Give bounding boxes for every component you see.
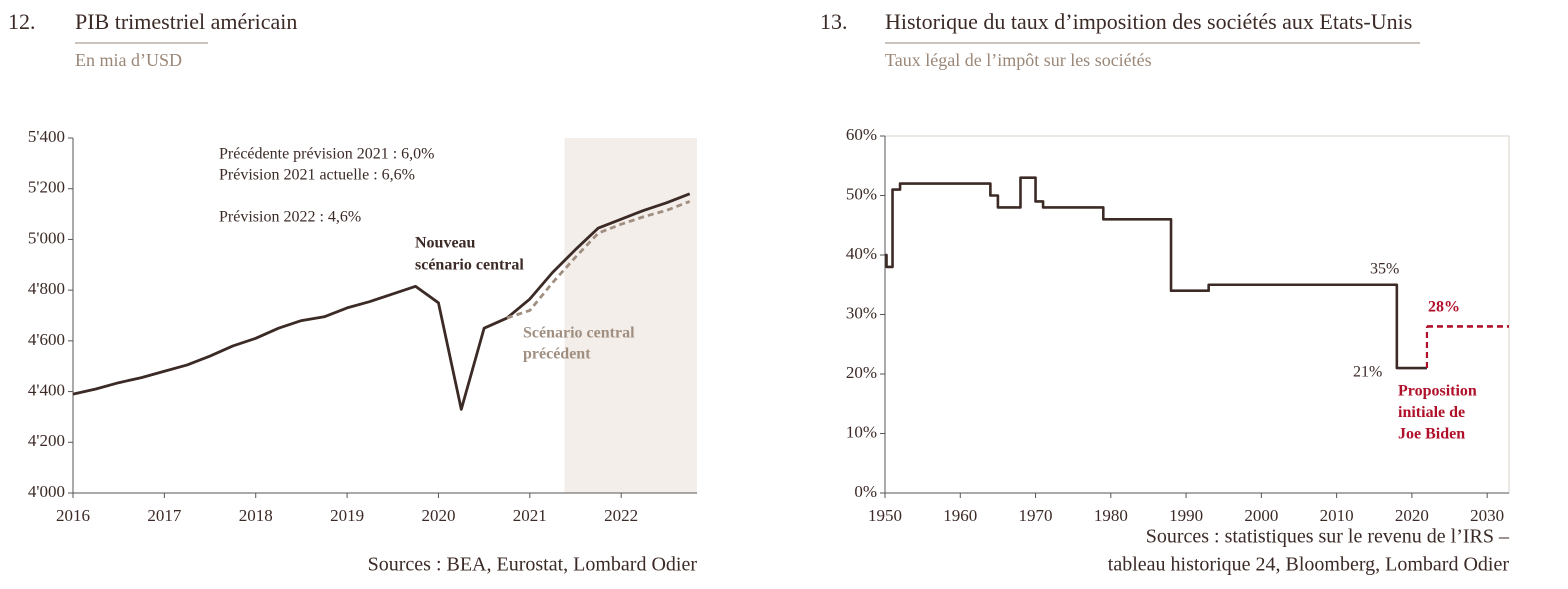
annotation: 28%	[1428, 299, 1460, 316]
annotation: initiale de	[1398, 404, 1465, 421]
y-tick-label: 4'000	[28, 482, 65, 501]
x-tick-label: 1990	[1169, 506, 1203, 525]
annotation: Précédente prévision 2021 : 6,0%	[219, 146, 435, 163]
x-tick-label: 1960	[943, 506, 977, 525]
x-tick-label: 2019	[330, 506, 364, 525]
y-tick-label: 4'200	[28, 431, 65, 450]
y-tick-label: 5'000	[28, 228, 65, 247]
chart-number: 13.	[820, 9, 848, 34]
sources: tableau historique 24, Bloomberg, Lombar…	[1108, 554, 1510, 576]
y-tick-label: 20%	[846, 363, 877, 382]
y-tick-label: 40%	[846, 244, 877, 263]
annotation: Prévision 2022 : 4,6%	[219, 209, 361, 226]
line	[72, 192, 691, 411]
x-tick-label: 1970	[1019, 506, 1053, 525]
chart-subtitle: En mia d’USD	[75, 50, 182, 70]
dashed-line	[506, 200, 691, 320]
sources: Sources : statistiques sur le revenu de …	[1146, 526, 1510, 548]
x-tick-label: 2010	[1320, 506, 1354, 525]
x-tick-label: 2020	[421, 506, 455, 525]
y-tick-label: 50%	[846, 184, 877, 203]
annotation: Scénario central	[523, 325, 635, 342]
x-tick-label: 2017	[147, 506, 182, 525]
annotation: Joe Biden	[1398, 426, 1465, 443]
y-tick-label: 10%	[846, 422, 877, 441]
x-tick-label: 2022	[604, 506, 638, 525]
x-tick-label: 1980	[1094, 506, 1128, 525]
x-tick-label: 2030	[1470, 506, 1504, 525]
annotation: 21%	[1353, 364, 1382, 381]
chart-subtitle: Taux légal de l’impôt sur les sociétés	[885, 50, 1152, 70]
y-tick-label: 4'400	[28, 380, 65, 399]
annotation: précédent	[523, 346, 591, 363]
annotation: scénario central	[415, 257, 524, 274]
y-tick-label: 4'800	[28, 279, 65, 298]
y-tick-label: 30%	[846, 303, 877, 322]
chart-number: 12.	[8, 9, 36, 34]
y-tick-label: 5'200	[28, 178, 65, 197]
x-tick-label: 2000	[1244, 506, 1278, 525]
annotation: 35%	[1370, 261, 1399, 278]
y-tick-label: 0%	[854, 482, 877, 501]
annotation: Proposition	[1398, 383, 1477, 400]
forecast-shade	[564, 138, 697, 493]
x-tick-label: 1950	[868, 506, 902, 525]
chart-title: Historique du taux d’imposition des soci…	[885, 9, 1412, 34]
x-tick-label: 2021	[513, 506, 547, 525]
y-tick-label: 5'400	[28, 127, 65, 146]
annotation: Nouveau	[415, 235, 476, 252]
line	[885, 176, 1427, 370]
x-tick-label: 2018	[239, 506, 273, 525]
chart-title: PIB trimestriel américain	[75, 9, 297, 34]
sources: Sources : BEA, Eurostat, Lombard Odier	[368, 554, 698, 576]
annotation: Prévision 2021 actuelle : 6,6%	[219, 167, 415, 184]
y-tick-label: 4'600	[28, 330, 65, 349]
x-tick-label: 2020	[1395, 506, 1429, 525]
x-tick-label: 2016	[56, 506, 90, 525]
y-tick-label: 60%	[846, 125, 877, 144]
